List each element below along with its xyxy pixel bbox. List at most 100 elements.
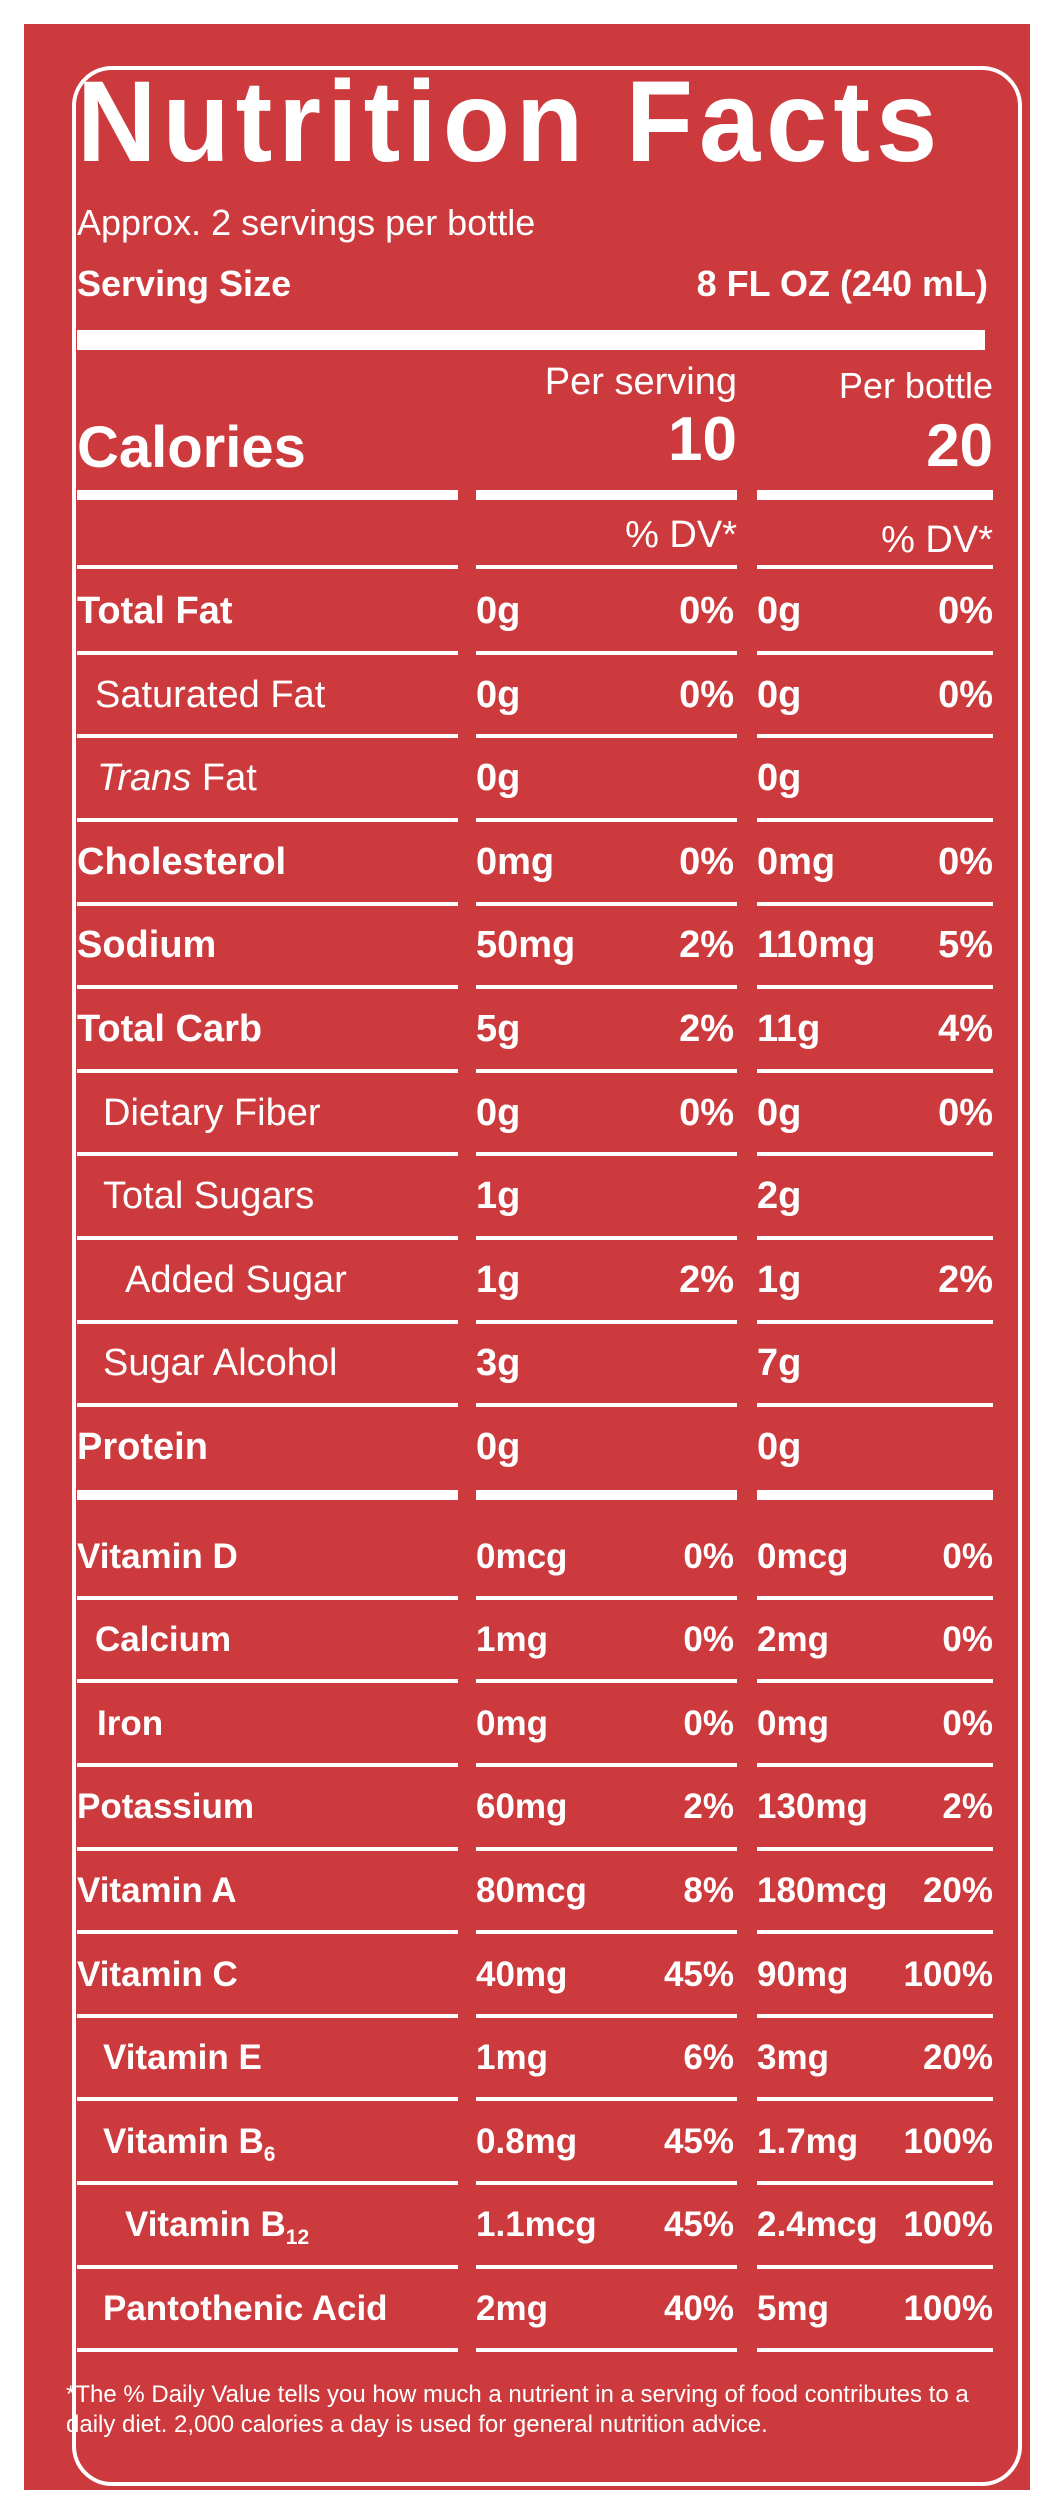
nutrient-name-text: Sugar Alcohol — [103, 1342, 338, 1385]
nutrient-name-italic: Trans — [97, 757, 192, 800]
rule — [77, 734, 458, 739]
nutrient-name: Vitamin A — [77, 1873, 236, 1908]
rule — [77, 1763, 458, 1767]
nutrient-name: Vitamin C — [77, 1957, 238, 1992]
amount-per-serving: 2mg — [476, 2288, 548, 2328]
amount-per-bottle: 0mg — [757, 1703, 829, 1743]
amount-per-serving: 50mg — [476, 924, 576, 967]
nutrient-name: Dietary Fiber — [103, 1094, 321, 1132]
calories-value: 20 — [926, 412, 993, 479]
nutrient-name: Vitamin B12 — [125, 2207, 309, 2248]
amount-per-serving: 80mcg — [476, 1870, 587, 1910]
nutrient-name-text: Sodium — [77, 924, 217, 967]
amount-per-bottle: 110mg — [757, 924, 876, 967]
rule — [476, 2097, 737, 2102]
dv-per-serving: 2% — [679, 1008, 734, 1050]
nutrient-name-text: Vitamin E — [103, 2038, 262, 2078]
nutrient-name-text: Potassium — [77, 1787, 254, 1827]
dv-per-serving: 0% — [683, 1703, 734, 1743]
dv-per-bottle: 0% — [938, 673, 993, 716]
nutrient-name-text: Total Carb — [77, 1008, 263, 1050]
dv-per-serving: 0% — [679, 590, 734, 632]
nutrient-name: Saturated Fat — [95, 676, 325, 714]
rule — [77, 490, 458, 500]
rule — [476, 2348, 737, 2353]
dv-per-serving: 0% — [683, 1536, 734, 1576]
rule — [77, 1846, 458, 1851]
rule — [476, 1403, 737, 1408]
dv-per-bottle: 0% — [942, 1620, 993, 1660]
nutrient-name-text: Vitamin B — [103, 2121, 264, 2161]
rule — [476, 1763, 737, 1767]
dv-per-serving: 45% — [663, 2205, 734, 2245]
dv-per-bottle: 20% — [922, 2038, 993, 2078]
rule — [476, 985, 737, 990]
nutrient-name: Sodium — [77, 926, 216, 964]
rule — [757, 2013, 993, 2018]
rule — [77, 1679, 458, 1684]
rule — [77, 1152, 458, 1157]
rule — [77, 2348, 458, 2353]
nutrient-name-text: Vitamin D — [77, 1536, 238, 1576]
amount-per-serving: 1.1mcg — [476, 2205, 597, 2245]
rule — [757, 490, 993, 500]
amount-per-bottle: 130mg — [757, 1787, 868, 1827]
rule — [757, 1403, 993, 1408]
dv-per-serving: 0% — [679, 1091, 734, 1134]
label-frame — [72, 66, 1022, 2486]
nutrient-name: Vitamin D — [77, 1539, 238, 1574]
amount-per-bottle: 0g — [757, 1091, 802, 1134]
rule — [77, 650, 458, 655]
rule — [476, 490, 737, 500]
amount-per-serving: 0.8mg — [476, 2121, 578, 2161]
amount-per-serving: 1g — [476, 1175, 521, 1218]
amount-per-bottle: 2g — [757, 1175, 802, 1218]
serving-size-value: 8 FL OZ (240 mL) — [696, 263, 988, 304]
rule — [757, 1068, 993, 1073]
amount-per-bottle: 0g — [757, 1426, 802, 1468]
amount-per-serving: 0g — [476, 1426, 521, 1468]
dv-per-bottle: 100% — [903, 2288, 993, 2328]
rule — [757, 901, 993, 906]
rule — [476, 901, 737, 906]
column-header: Per serving — [544, 361, 737, 403]
dv-per-bottle: 0% — [942, 1536, 993, 1576]
dv-per-bottle: 100% — [903, 1954, 993, 1994]
rule — [476, 650, 737, 655]
rule — [476, 2264, 737, 2269]
amount-per-bottle: 7g — [757, 1342, 802, 1385]
amount-per-serving: 40mg — [476, 1954, 568, 1994]
rule — [476, 1846, 737, 1851]
amount-per-serving: 0mg — [476, 1703, 548, 1743]
rule — [476, 1236, 737, 1240]
rule — [757, 1679, 993, 1684]
nutrient-name: Added Sugar — [125, 1261, 347, 1299]
rule — [757, 1595, 993, 1600]
amount-per-serving: 5g — [476, 1008, 521, 1050]
rule — [757, 1236, 993, 1240]
rule — [476, 734, 737, 739]
rule — [77, 2097, 458, 2102]
rule — [77, 330, 985, 350]
footnote: *The % Daily Value tells you how much a … — [66, 2381, 969, 2438]
nutrient-name: Pantothenic Acid — [103, 2291, 388, 2326]
dv-per-serving: 2% — [683, 1787, 734, 1827]
amount-per-serving: 1mg — [476, 2038, 548, 2078]
serving-size-label: Serving Size — [77, 263, 292, 304]
dv-per-bottle: 2% — [938, 1258, 993, 1301]
dv-per-serving: 45% — [663, 1954, 734, 1994]
rule — [476, 565, 737, 569]
amount-per-serving: 3g — [476, 1342, 521, 1385]
rule — [476, 1152, 737, 1157]
title: Nutrition Facts — [77, 56, 944, 187]
rule — [757, 2097, 993, 2102]
rule — [757, 2264, 993, 2269]
dv-per-bottle: 2% — [942, 1787, 993, 1827]
rule — [757, 650, 993, 655]
rule — [476, 1679, 737, 1684]
amount-per-serving: 1g — [476, 1258, 521, 1301]
nutrient-name-text: Iron — [97, 1703, 164, 1743]
dv-header: % DV* — [625, 514, 737, 556]
rule — [476, 2181, 737, 2185]
dv-per-serving: 2% — [679, 924, 734, 967]
